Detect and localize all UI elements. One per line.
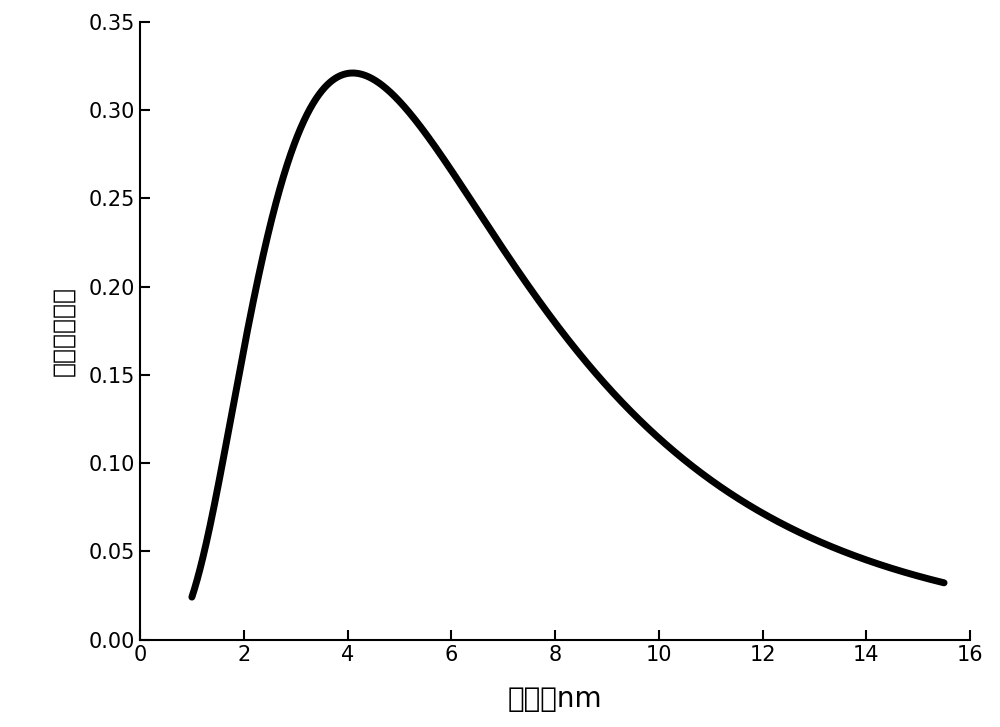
X-axis label: 孔径　nm: 孔径 nm [508, 686, 602, 713]
Text: nm⁻¹: nm⁻¹ [28, 0, 85, 1]
Text: 概率密度函数: 概率密度函数 [52, 286, 76, 376]
